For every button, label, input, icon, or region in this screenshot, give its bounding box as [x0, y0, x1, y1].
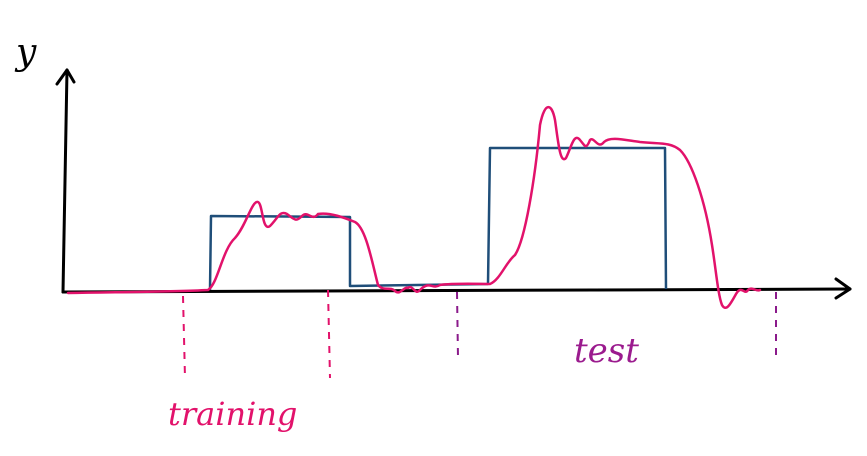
y-axis-label: y: [14, 32, 37, 73]
test-start-marker: [456, 291, 459, 359]
axes: [55, 68, 852, 300]
x-axis-arrowhead: [834, 277, 852, 300]
response-signal: [66, 105, 762, 310]
test-label: test: [574, 331, 639, 371]
y-axis-arrowhead: [55, 68, 76, 86]
target-signal: [208, 146, 668, 291]
training-start-marker: [182, 295, 186, 379]
training-markers: [182, 289, 331, 379]
y-axis: [61, 68, 69, 294]
test-markers: [456, 291, 777, 359]
training-label: training: [168, 395, 297, 433]
training-end-marker: [327, 289, 331, 379]
